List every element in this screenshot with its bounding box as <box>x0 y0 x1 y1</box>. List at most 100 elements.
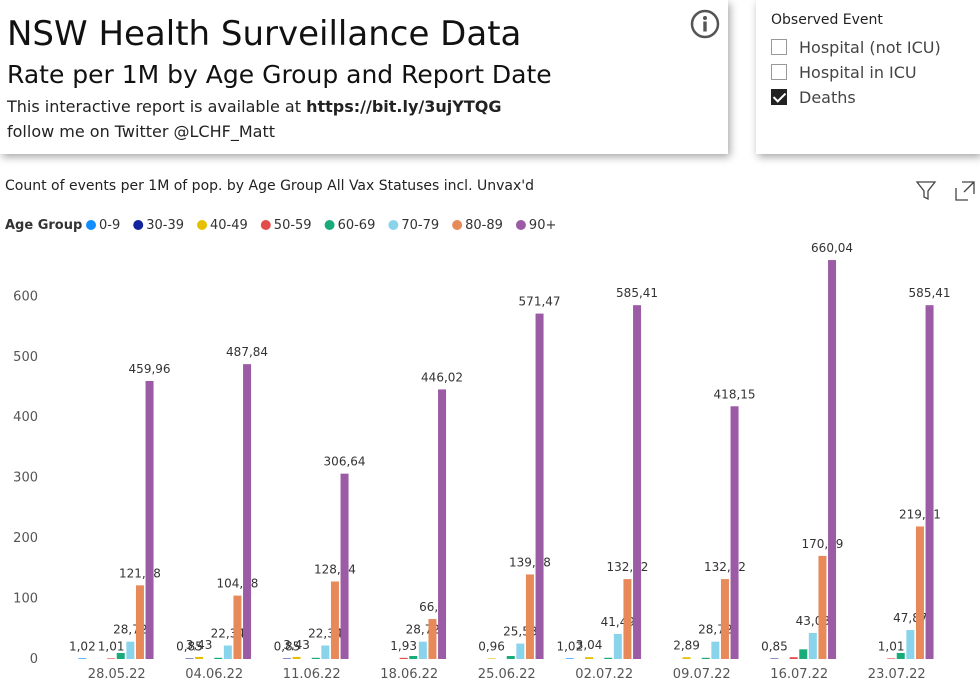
bar <box>282 658 291 659</box>
bar <box>887 658 896 659</box>
bar <box>770 658 779 659</box>
x-tick-label: 28.05.22 <box>88 667 146 682</box>
legend-title: Age Group <box>5 218 82 233</box>
bar <box>613 633 622 659</box>
bar <box>633 305 642 659</box>
data-label: 0,85 <box>761 639 788 653</box>
data-label: 3,43 <box>186 638 213 652</box>
info-icon[interactable] <box>690 9 720 39</box>
filter-icon[interactable] <box>915 181 937 201</box>
data-label: 170,59 <box>801 537 843 551</box>
legend-swatch <box>324 220 335 230</box>
report-line: This interactive report is available at … <box>7 97 502 116</box>
bar <box>409 655 418 659</box>
data-label: 104,88 <box>216 577 258 591</box>
chart-title: Count of events per 1M of pop. by Age Gr… <box>5 178 534 194</box>
slicer-label: Deaths <box>799 87 856 107</box>
header-card: NSW Health Surveillance Data Rate per 1M… <box>0 0 728 154</box>
bar <box>321 645 330 659</box>
x-tick-label: 18.06.22 <box>380 667 438 682</box>
data-label: 585,41 <box>909 286 951 300</box>
slicer-label: Hospital (not ICU) <box>799 37 941 57</box>
legend-swatch <box>388 220 399 230</box>
data-label: 0,85 <box>274 639 301 653</box>
bar <box>107 658 116 659</box>
data-label: 219,31 <box>899 507 941 521</box>
data-label: 446,02 <box>421 370 463 384</box>
slicer-label: Hospital in ICU <box>799 62 917 82</box>
legend-swatch <box>452 220 463 230</box>
bar <box>135 585 144 659</box>
bar <box>292 656 301 659</box>
bar <box>438 389 447 659</box>
bar <box>789 657 798 659</box>
data-label: 128,24 <box>314 562 356 576</box>
slicer-item[interactable]: Hospital (not ICU) <box>771 36 941 58</box>
bar <box>78 658 87 659</box>
x-tick-label: 04.06.22 <box>185 667 243 682</box>
checkbox[interactable] <box>771 39 787 55</box>
bar <box>808 632 817 659</box>
data-label: 1,02 <box>69 639 96 653</box>
data-label: 1,02 <box>556 639 583 653</box>
legend-label: 80-89 <box>465 218 503 233</box>
slicer-card: Observed Event Hospital (not ICU) Hospita… <box>756 0 980 154</box>
checkbox[interactable] <box>771 89 787 105</box>
checkbox[interactable] <box>771 64 787 80</box>
data-label: 418,15 <box>714 387 756 401</box>
bar <box>525 574 534 659</box>
report-url[interactable]: https://bit.ly/3ujYTQG <box>306 97 502 116</box>
bar <box>906 630 915 659</box>
bar <box>418 641 427 659</box>
legend-label: 90+ <box>529 218 556 233</box>
bar <box>535 313 544 659</box>
data-label: 660,04 <box>811 241 853 255</box>
data-label: 571,47 <box>519 295 561 309</box>
bar <box>828 260 837 659</box>
y-tick-label: 200 <box>13 531 38 546</box>
y-tick-label: 400 <box>13 410 38 425</box>
chart: Count of events per 1M of pop. by Age Gr… <box>5 178 975 682</box>
bar <box>428 619 437 659</box>
bar <box>487 658 496 659</box>
bar <box>243 364 252 659</box>
data-label: 139,88 <box>509 555 551 569</box>
twitter-line: follow me on Twitter @LCHF_Matt <box>7 122 275 141</box>
slicer-item[interactable]: Deaths <box>771 86 856 108</box>
bar <box>799 649 808 659</box>
bar <box>311 657 320 659</box>
slicer-item[interactable]: Hospital in ICU <box>771 61 917 83</box>
legend-label: 70-79 <box>401 218 439 233</box>
x-tick-label: 25.06.22 <box>478 667 536 682</box>
x-tick-label: 09.07.22 <box>673 667 731 682</box>
data-label: 1,01 <box>98 639 125 653</box>
legend-label: 0-9 <box>99 218 120 233</box>
bar <box>604 657 613 659</box>
data-label: 132,22 <box>704 560 746 574</box>
focus-icon[interactable] <box>955 181 975 201</box>
data-label: 121,88 <box>119 566 161 580</box>
data-label: 3,04 <box>576 638 603 652</box>
data-label: 132,22 <box>606 560 648 574</box>
bar <box>730 406 739 659</box>
bar <box>330 581 339 659</box>
bar <box>720 579 729 659</box>
bar <box>623 579 632 659</box>
legend-swatch <box>515 220 526 230</box>
bar <box>925 305 934 659</box>
y-tick-label: 100 <box>13 592 38 607</box>
data-label: 1,93 <box>390 639 417 653</box>
y-tick-label: 500 <box>13 350 38 365</box>
data-label: 0,96 <box>478 639 505 653</box>
data-label: 1,01 <box>878 639 905 653</box>
data-label: 487,84 <box>226 345 268 359</box>
y-tick-label: 0 <box>30 652 38 667</box>
legend-swatch <box>86 220 96 230</box>
legend-swatch <box>133 220 144 230</box>
bar <box>185 658 194 659</box>
bar <box>116 652 125 659</box>
bar <box>223 645 232 659</box>
bar <box>565 658 574 659</box>
bar <box>214 657 223 659</box>
